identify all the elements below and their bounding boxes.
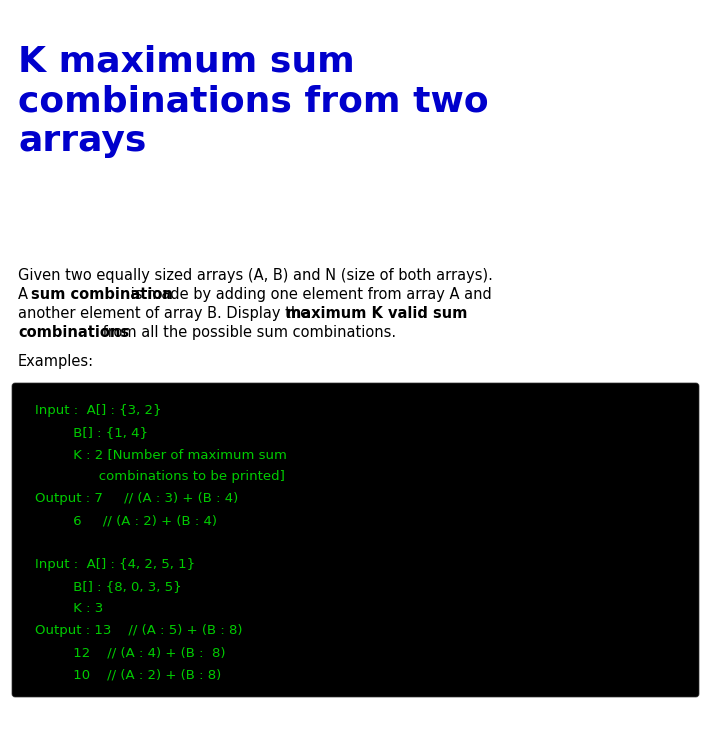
Text: 12    // (A : 4) + (B :  8): 12 // (A : 4) + (B : 8) — [35, 646, 225, 659]
Text: B[] : {1, 4}: B[] : {1, 4} — [35, 426, 148, 439]
Text: is made by adding one element from array A and: is made by adding one element from array… — [126, 287, 492, 302]
Text: Input :  A[] : {3, 2}: Input : A[] : {3, 2} — [35, 404, 162, 417]
Text: K maximum sum
combinations from two
arrays: K maximum sum combinations from two arra… — [18, 45, 489, 158]
Text: from all the possible sum combinations.: from all the possible sum combinations. — [98, 325, 396, 340]
Text: Output : 7     // (A : 3) + (B : 4): Output : 7 // (A : 3) + (B : 4) — [35, 492, 238, 505]
Text: combinations to be printed]: combinations to be printed] — [35, 470, 285, 483]
FancyBboxPatch shape — [12, 383, 699, 697]
Text: K : 3: K : 3 — [35, 602, 103, 615]
Text: combinations: combinations — [18, 325, 129, 340]
Text: Output : 13    // (A : 5) + (B : 8): Output : 13 // (A : 5) + (B : 8) — [35, 624, 242, 637]
Text: 10    // (A : 2) + (B : 8): 10 // (A : 2) + (B : 8) — [35, 668, 221, 681]
Text: A: A — [18, 287, 32, 302]
Text: sum combination: sum combination — [31, 287, 173, 302]
Text: Given two equally sized arrays (A, B) and N (size of both arrays).: Given two equally sized arrays (A, B) an… — [18, 268, 493, 283]
Text: 6     // (A : 2) + (B : 4): 6 // (A : 2) + (B : 4) — [35, 514, 217, 527]
Text: another element of array B. Display the: another element of array B. Display the — [18, 306, 314, 321]
Text: Examples:: Examples: — [18, 354, 94, 369]
Text: maximum K valid sum: maximum K valid sum — [286, 306, 467, 321]
Text: Input :  A[] : {4, 2, 5, 1}: Input : A[] : {4, 2, 5, 1} — [35, 558, 195, 571]
Text: B[] : {8, 0, 3, 5}: B[] : {8, 0, 3, 5} — [35, 580, 181, 593]
Text: K : 2 [Number of maximum sum: K : 2 [Number of maximum sum — [35, 448, 287, 461]
